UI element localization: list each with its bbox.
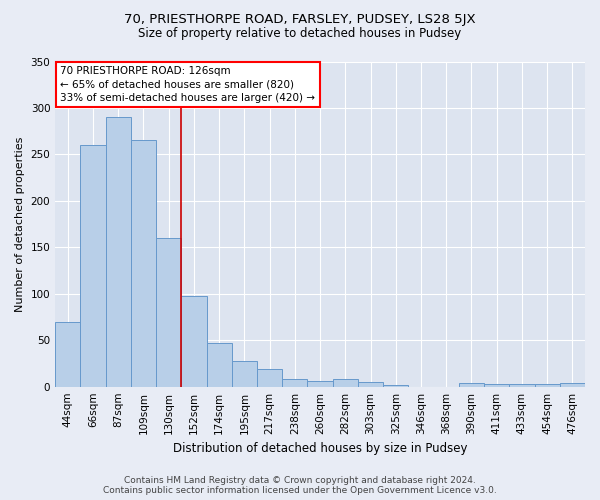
Bar xyxy=(181,296,206,386)
Bar xyxy=(206,343,232,386)
Text: 70 PRIESTHORPE ROAD: 126sqm
← 65% of detached houses are smaller (820)
33% of se: 70 PRIESTHORPE ROAD: 126sqm ← 65% of det… xyxy=(61,66,316,103)
Bar xyxy=(535,384,560,386)
Bar xyxy=(257,369,282,386)
Bar xyxy=(106,117,131,386)
Text: Size of property relative to detached houses in Pudsey: Size of property relative to detached ho… xyxy=(139,28,461,40)
Bar xyxy=(80,145,106,386)
Bar xyxy=(131,140,156,386)
Bar xyxy=(484,384,509,386)
X-axis label: Distribution of detached houses by size in Pudsey: Distribution of detached houses by size … xyxy=(173,442,467,455)
Bar xyxy=(156,238,181,386)
Text: Contains HM Land Registry data © Crown copyright and database right 2024.
Contai: Contains HM Land Registry data © Crown c… xyxy=(103,476,497,495)
Y-axis label: Number of detached properties: Number of detached properties xyxy=(15,136,25,312)
Bar xyxy=(358,382,383,386)
Bar xyxy=(459,383,484,386)
Bar xyxy=(332,379,358,386)
Bar xyxy=(560,383,585,386)
Bar xyxy=(383,385,409,386)
Bar xyxy=(232,360,257,386)
Bar xyxy=(282,379,307,386)
Text: 70, PRIESTHORPE ROAD, FARSLEY, PUDSEY, LS28 5JX: 70, PRIESTHORPE ROAD, FARSLEY, PUDSEY, L… xyxy=(124,12,476,26)
Bar xyxy=(307,381,332,386)
Bar xyxy=(509,384,535,386)
Bar xyxy=(55,322,80,386)
